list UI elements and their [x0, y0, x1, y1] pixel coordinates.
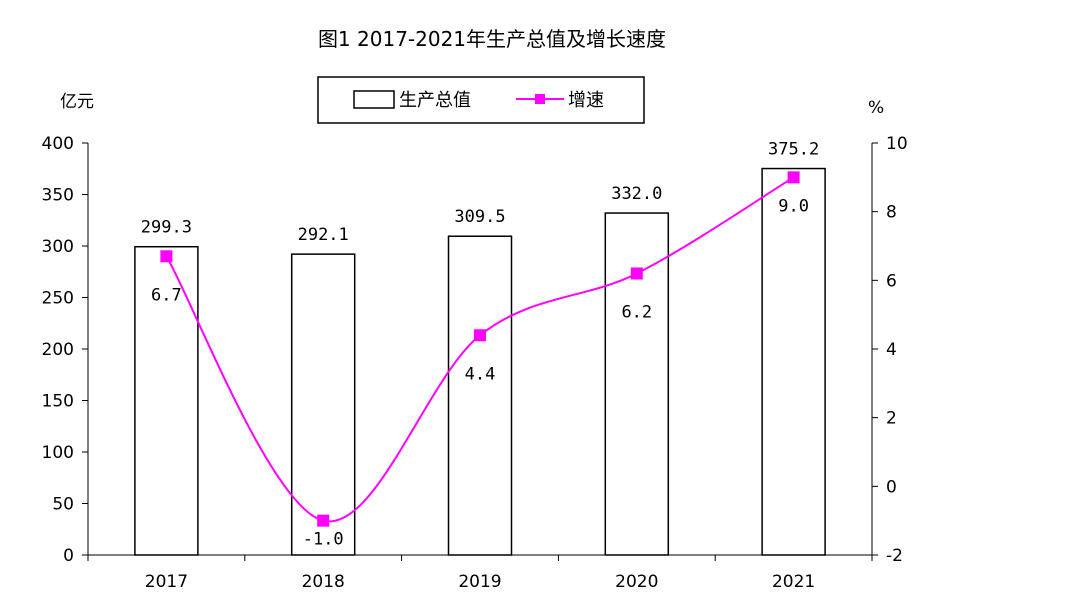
x-tick-label: 2018 [302, 572, 345, 592]
x-tick-label: 2021 [772, 572, 815, 592]
bar-value-label: 299.3 [141, 218, 192, 238]
left-tick-label: 300 [42, 237, 74, 257]
left-tick-label: 250 [42, 289, 74, 309]
growth-marker [630, 267, 643, 280]
growth-value-label: 9.0 [778, 196, 809, 216]
chart-title: 图1 2017-2021年生产总值及增长速度 [318, 27, 666, 51]
legend: 生产总值 增速 [317, 76, 645, 124]
growth-value-label: 6.2 [621, 302, 652, 322]
left-axis-unit: 亿元 [60, 92, 94, 112]
left-tick-label: 50 [52, 495, 74, 515]
axes: 0 50 100 150 200 250 300 350 400 -2 0 2 4 6 8 10 2017 201… [42, 134, 908, 592]
growth-marker [474, 329, 486, 342]
bar [290, 253, 356, 556]
legend-bar-label: 生产总值 [399, 90, 471, 111]
right-tick-label: 0 [886, 477, 897, 497]
x-tick-label: 2017 [145, 572, 188, 592]
right-axis-unit: % [868, 98, 884, 118]
left-tick-label: 150 [42, 392, 74, 412]
legend-line-marker [535, 94, 545, 104]
bar-value-label: 292.1 [298, 225, 349, 245]
left-tick-label: 200 [42, 340, 74, 360]
line-series: 6.7 -1.0 4.4 6.2 9.0 [151, 171, 809, 550]
right-tick-label: 4 [886, 340, 897, 360]
right-tick-label: -2 [886, 546, 903, 566]
x-tick-label: 2020 [615, 572, 658, 592]
bar [761, 167, 826, 556]
growth-marker [787, 171, 800, 184]
right-tick-label: 8 [886, 203, 897, 223]
left-tick-label: 350 [42, 186, 74, 206]
left-tick-label: 400 [42, 134, 74, 154]
legend-bar-swatch [353, 90, 395, 109]
growth-marker [160, 250, 173, 263]
left-tick-label: 100 [42, 443, 74, 463]
bar-series: 299.3 292.1 309.5 332.0 375.2 [134, 140, 826, 556]
x-tick-label: 2019 [458, 572, 501, 592]
growth-value-label: -1.0 [303, 530, 344, 550]
growth-value-label: 6.7 [151, 285, 182, 305]
left-tick-label: 0 [63, 546, 74, 566]
bar-value-label: 332.0 [611, 184, 662, 204]
bar [447, 235, 513, 556]
right-tick-label: 10 [886, 134, 908, 154]
bar-value-label: 309.5 [454, 207, 505, 227]
growth-value-label: 4.4 [465, 364, 496, 384]
bar-value-label: 375.2 [768, 140, 819, 160]
right-tick-label: 6 [886, 271, 897, 291]
legend-line-label: 增速 [568, 90, 604, 111]
bar [604, 212, 670, 556]
right-tick-label: 2 [886, 409, 897, 429]
growth-line [165, 176, 795, 523]
growth-marker [317, 514, 330, 527]
